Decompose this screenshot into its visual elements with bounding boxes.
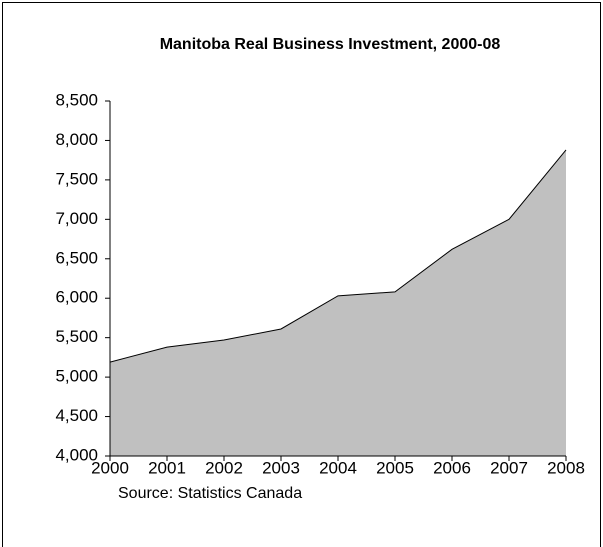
x-tick-label: 2004 xyxy=(319,458,357,477)
x-tick-label: 2006 xyxy=(433,458,471,477)
x-tick-label: 2002 xyxy=(205,458,243,477)
y-tick-label: 4,500 xyxy=(55,406,98,425)
x-tick-label: 2003 xyxy=(262,458,300,477)
y-tick-label: 7,500 xyxy=(55,169,98,188)
area-line xyxy=(109,149,567,363)
area-fill xyxy=(110,149,566,456)
x-tick-label: 2007 xyxy=(490,458,528,477)
y-tick-label: 4,000 xyxy=(55,445,98,464)
x-tick-label: 2001 xyxy=(148,458,186,477)
y-tick-label: 8,500 xyxy=(55,90,98,109)
x-tick-label: 2008 xyxy=(547,458,585,477)
y-tick-label: 6,500 xyxy=(55,248,98,267)
y-tick-label: 7,000 xyxy=(55,209,98,228)
y-tick-label: 5,000 xyxy=(55,367,98,386)
source-note: Source: Statistics Canada xyxy=(118,485,302,502)
chart-title: Manitoba Real Business Investment, 2000-… xyxy=(160,36,501,53)
y-tick-label: 8,000 xyxy=(55,130,98,149)
x-tick-label: 2005 xyxy=(376,458,414,477)
y-tick-label: 5,500 xyxy=(55,327,98,346)
x-tick-label: 2000 xyxy=(91,458,129,477)
y-tick-label: 6,000 xyxy=(55,288,98,307)
